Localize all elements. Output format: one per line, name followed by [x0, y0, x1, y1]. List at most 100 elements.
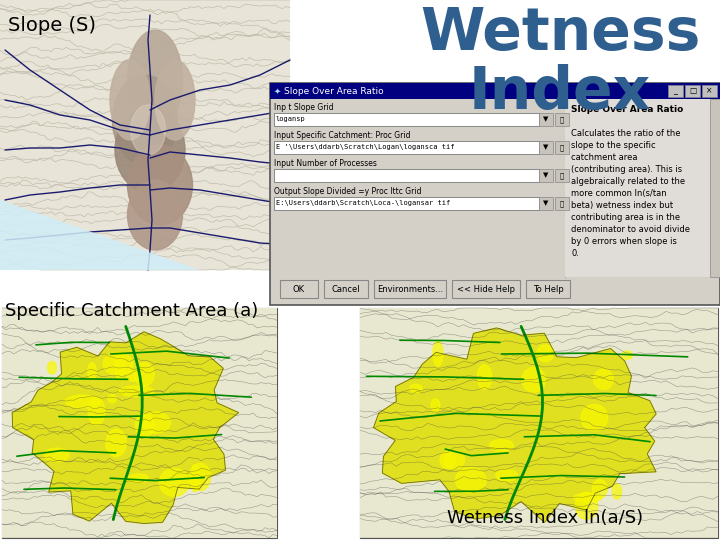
Ellipse shape — [110, 60, 150, 140]
Text: Cancel: Cancel — [332, 285, 360, 294]
Text: 📁: 📁 — [560, 144, 564, 151]
Bar — [2, 308, 277, 538]
Ellipse shape — [44, 448, 69, 462]
Bar — [374, 280, 446, 298]
Text: more common ln(s/tan: more common ln(s/tan — [571, 189, 667, 198]
Bar — [539, 113, 553, 126]
Bar — [555, 113, 569, 126]
Text: Slope (S): Slope (S) — [8, 16, 96, 35]
Text: ×: × — [706, 86, 713, 96]
Bar — [555, 141, 569, 154]
Ellipse shape — [135, 363, 154, 386]
Bar — [555, 169, 569, 182]
Bar — [526, 280, 570, 298]
Bar — [539, 141, 553, 154]
Text: □: □ — [689, 86, 696, 96]
Text: ▼: ▼ — [544, 145, 549, 151]
Text: E:\Users\ddarb\Scratch\Loca-\logansar tif: E:\Users\ddarb\Scratch\Loca-\logansar ti… — [276, 200, 450, 206]
Text: by 0 errors when slope is: by 0 errors when slope is — [571, 237, 677, 246]
Ellipse shape — [112, 75, 178, 165]
Ellipse shape — [135, 414, 154, 436]
Text: Input Number of Processes: Input Number of Processes — [274, 159, 377, 168]
Text: << Hide Help: << Hide Help — [457, 285, 515, 294]
Bar — [565, 99, 720, 277]
Text: Input Specific Catchment: Proc Grid: Input Specific Catchment: Proc Grid — [274, 132, 410, 140]
Text: ✦: ✦ — [274, 86, 281, 96]
Bar — [668, 85, 683, 97]
Text: 📁: 📁 — [560, 200, 564, 207]
Polygon shape — [12, 332, 238, 523]
Ellipse shape — [621, 351, 633, 359]
Text: Environments...: Environments... — [377, 285, 443, 294]
Bar — [360, 308, 718, 538]
Ellipse shape — [129, 474, 148, 482]
Bar — [702, 85, 717, 97]
Text: Inp t Slope Grid: Inp t Slope Grid — [274, 104, 333, 112]
Text: Calculates the ratio of the: Calculates the ratio of the — [571, 129, 680, 138]
Bar — [452, 280, 520, 298]
Ellipse shape — [155, 60, 195, 140]
Ellipse shape — [490, 440, 513, 451]
Text: Specific Catchment Area (a): Specific Catchment Area (a) — [5, 302, 258, 320]
Ellipse shape — [115, 353, 125, 379]
Ellipse shape — [190, 465, 199, 491]
Ellipse shape — [159, 469, 189, 496]
Ellipse shape — [593, 369, 613, 389]
Text: denominator to avoid divide: denominator to avoid divide — [571, 225, 690, 234]
Bar — [324, 280, 368, 298]
Ellipse shape — [477, 364, 492, 389]
Bar — [360, 308, 718, 538]
Bar — [274, 113, 539, 126]
Ellipse shape — [127, 370, 140, 381]
Ellipse shape — [581, 404, 608, 431]
Bar — [0, 0, 290, 270]
Ellipse shape — [103, 353, 133, 375]
Text: Slope Over Area Ratio: Slope Over Area Ratio — [284, 86, 384, 96]
Text: _: _ — [674, 86, 678, 96]
Text: Wetness
Index: Wetness Index — [420, 5, 700, 122]
Text: logansp: logansp — [276, 117, 306, 123]
Ellipse shape — [119, 386, 154, 397]
Ellipse shape — [522, 367, 546, 392]
Text: ▼: ▼ — [544, 172, 549, 179]
Bar — [555, 197, 569, 210]
Ellipse shape — [431, 399, 440, 411]
Text: 0.: 0. — [571, 249, 579, 258]
Text: contributing area is in the: contributing area is in the — [571, 213, 680, 222]
Ellipse shape — [127, 180, 182, 250]
Ellipse shape — [189, 463, 210, 491]
Text: beta) wetness index but: beta) wetness index but — [571, 201, 673, 210]
Ellipse shape — [115, 107, 185, 192]
Ellipse shape — [130, 105, 166, 155]
Text: algebraically related to the: algebraically related to the — [571, 177, 685, 186]
Ellipse shape — [456, 468, 486, 493]
Ellipse shape — [612, 484, 621, 499]
Polygon shape — [0, 200, 200, 270]
Ellipse shape — [127, 30, 182, 130]
Ellipse shape — [592, 480, 608, 498]
Text: To Help: To Help — [533, 285, 563, 294]
Ellipse shape — [88, 363, 96, 379]
Polygon shape — [374, 328, 656, 522]
Ellipse shape — [108, 394, 116, 403]
Bar — [270, 83, 720, 99]
Text: Slope Over Area Ratio: Slope Over Area Ratio — [571, 105, 683, 114]
Bar — [274, 169, 539, 182]
Ellipse shape — [89, 398, 105, 425]
Bar — [270, 83, 720, 305]
Ellipse shape — [444, 451, 464, 469]
Text: slope to the specific: slope to the specific — [571, 141, 656, 150]
Bar — [710, 99, 720, 277]
Ellipse shape — [433, 341, 443, 366]
Ellipse shape — [106, 429, 126, 456]
Bar — [539, 197, 553, 210]
Ellipse shape — [574, 493, 602, 502]
Text: ▼: ▼ — [544, 200, 549, 206]
Text: E '\Users\ddarb\Scratch\Logan\logansca tif: E '\Users\ddarb\Scratch\Logan\logansca t… — [276, 145, 454, 151]
Ellipse shape — [537, 345, 554, 362]
Text: Output Slope Divided =y Proc Ittc Grid: Output Slope Divided =y Proc Ittc Grid — [274, 187, 421, 197]
Text: catchment area: catchment area — [571, 153, 637, 162]
Ellipse shape — [66, 395, 100, 408]
Ellipse shape — [410, 384, 422, 393]
Ellipse shape — [440, 451, 455, 469]
